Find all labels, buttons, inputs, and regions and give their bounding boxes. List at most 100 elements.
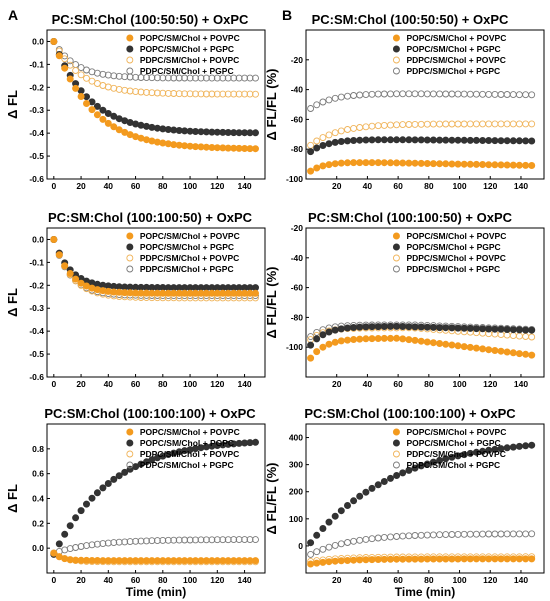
data-point (88, 106, 96, 114)
data-point (503, 137, 511, 145)
data-point (313, 548, 321, 556)
data-point (479, 555, 487, 563)
data-point (472, 160, 480, 168)
data-point (485, 137, 493, 144)
data-point (442, 324, 450, 332)
data-point (325, 328, 333, 336)
legend-marker (126, 243, 134, 251)
x-tick-label: 100 (452, 575, 466, 585)
data-point (319, 331, 327, 339)
data-point (387, 474, 394, 482)
data-point (528, 555, 536, 563)
legend-entry: PDPC/SM/Chol + PGPC (140, 66, 234, 76)
data-point (356, 492, 364, 500)
data-point (61, 530, 69, 538)
legend-entry: PDPC/SM/Chol + PGPC (140, 264, 234, 274)
data-point (411, 323, 419, 331)
y-tick-label: 0 (298, 541, 303, 551)
data-point (337, 138, 345, 145)
x-tick-label: 60 (393, 575, 403, 585)
x-tick-label: 80 (424, 181, 434, 191)
y-tick-label: -40 (291, 253, 304, 263)
data-point (423, 323, 431, 331)
data-point (491, 161, 499, 169)
data-point (528, 137, 536, 145)
data-point (442, 555, 450, 563)
data-point (522, 333, 530, 340)
data-point (485, 530, 493, 538)
data-point (411, 90, 419, 98)
data-point (429, 90, 437, 98)
data-point (307, 354, 315, 362)
legend-entry: POPC/SM/Chol + POVPC (406, 427, 506, 437)
data-point (99, 540, 107, 548)
data-point (83, 500, 90, 508)
chart-title: PC:SM:Chol (100:100:50) + OxPC (48, 210, 253, 225)
data-point (503, 555, 511, 563)
data-point (442, 136, 450, 144)
legend-marker (392, 243, 400, 251)
data-point (153, 537, 161, 545)
y-tick-label: -0.2 (29, 280, 44, 290)
data-point (148, 537, 156, 545)
data-point (509, 332, 517, 340)
y-tick-label: -80 (291, 312, 304, 322)
x-tick-label: 60 (393, 379, 403, 389)
data-point (356, 323, 364, 331)
data-point (472, 344, 480, 352)
data-point (380, 555, 388, 563)
data-point (77, 543, 85, 550)
data-point (393, 121, 401, 129)
data-point (307, 105, 315, 112)
data-point (337, 337, 345, 345)
x-tick-label: 60 (131, 379, 141, 389)
x-tick-label: 120 (483, 575, 497, 585)
legend-marker (392, 439, 400, 447)
data-point (356, 335, 364, 343)
data-point (429, 323, 437, 331)
data-point (387, 334, 394, 342)
data-point (399, 90, 407, 98)
y-tick-label: -0.5 (29, 349, 44, 359)
data-point (454, 90, 462, 98)
data-point (387, 136, 394, 144)
data-point (368, 535, 376, 543)
data-point (460, 120, 468, 128)
data-point (307, 167, 315, 175)
data-point (522, 137, 530, 145)
data-point (528, 333, 536, 341)
data-point (344, 92, 351, 100)
data-point (522, 91, 530, 99)
data-point (252, 145, 259, 153)
x-tick-label: 40 (104, 575, 114, 585)
data-point (356, 91, 364, 99)
data-point (515, 530, 523, 538)
data-point (219, 90, 227, 98)
data-point (252, 289, 259, 297)
data-point (522, 120, 530, 128)
legend-marker (126, 450, 134, 458)
legend-marker (392, 56, 400, 64)
data-point (77, 71, 85, 79)
data-point (66, 522, 74, 530)
data-point (77, 279, 85, 287)
data-point (164, 74, 172, 82)
data-point (368, 122, 376, 130)
y-tick-label: 0.2 (32, 518, 44, 528)
data-point (479, 325, 487, 333)
data-point (528, 441, 536, 449)
data-point (313, 164, 321, 172)
data-point (485, 90, 493, 98)
data-point (307, 560, 315, 568)
data-point (164, 89, 172, 97)
x-tick-label: 40 (104, 181, 114, 191)
data-point (454, 324, 462, 332)
data-point (503, 348, 511, 356)
data-point (325, 96, 333, 104)
data-point (528, 351, 536, 359)
data-point (350, 124, 358, 132)
data-point (429, 160, 437, 168)
data-point (405, 121, 413, 128)
data-point (399, 159, 407, 167)
data-point (460, 160, 468, 168)
